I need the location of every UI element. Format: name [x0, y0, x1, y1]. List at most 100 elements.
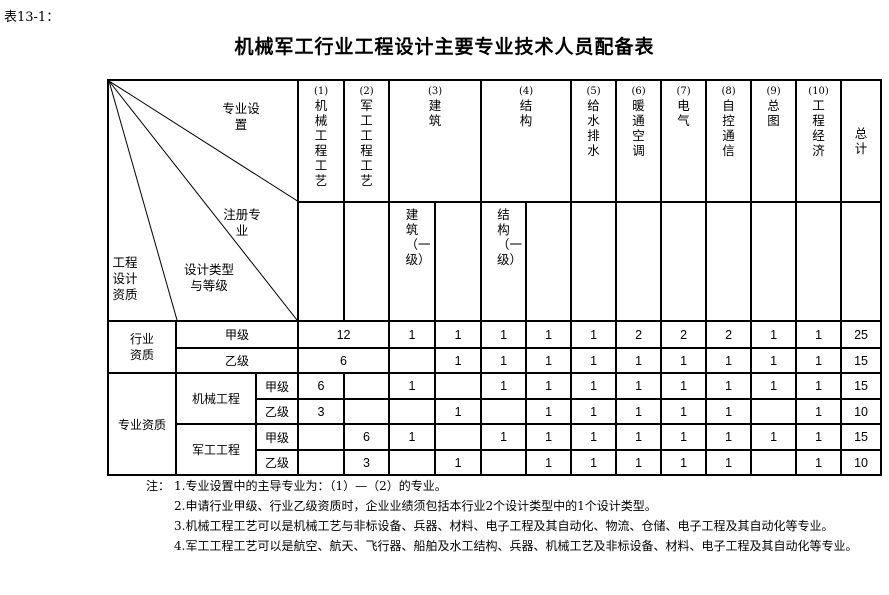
value-cell: 1 — [750, 372, 798, 400]
value-cell — [388, 449, 437, 476]
value-cell: 1 — [525, 398, 573, 425]
column-index: (9) — [766, 86, 781, 97]
column-index: (3) — [427, 86, 443, 97]
value-cell: 2 — [615, 320, 663, 349]
diagonal-header-cell: 专业设置 注册专业 设计类型与等级 工程设计资质 — [106, 79, 300, 322]
sub-column-header — [795, 201, 843, 322]
value-cell: 1 — [615, 449, 663, 476]
grade-label: 乙级 — [174, 347, 300, 374]
column-label: 总图 — [767, 98, 780, 128]
total-label: 总计 — [854, 126, 868, 156]
total-sub-header — [840, 201, 883, 322]
value-cell: 6 — [297, 347, 391, 374]
column-label: 结构 — [519, 98, 533, 128]
column-index: (8) — [721, 86, 736, 97]
value-cell: 1 — [750, 347, 798, 374]
sub-column-header — [750, 201, 798, 322]
table-row: 专业资质 机械工程 甲级 6 1 1 1 1 1 1 1 1 1 15 — [107, 372, 883, 476]
note-text: 4.军工工程工艺可以是航空、航天、飞行器、船舶及水工结构、兵器、机械工艺及非标设… — [174, 539, 858, 553]
value-cell — [343, 372, 391, 400]
notes-prefix: 注： — [146, 479, 171, 493]
value-cell — [434, 423, 483, 451]
sub-column-header: 建筑（一级） — [388, 201, 437, 322]
value-cell: 1 — [615, 398, 663, 425]
note-text: 1.专业设置中的主导专业为：（1）—（2）的专业。 — [174, 479, 447, 493]
value-cell: 1 — [388, 320, 437, 349]
value-cell: 1 — [795, 347, 843, 374]
value-cell: 1 — [795, 398, 843, 425]
grade-label: 乙级 — [254, 449, 300, 476]
column-header: (6) 暖通空调 — [615, 79, 663, 203]
value-cell: 1 — [570, 372, 618, 400]
table-row: 乙级 3 1 1 1 1 1 1 1 10 — [108, 398, 883, 425]
column-index: (10) — [808, 86, 829, 97]
total-cell: 15 — [840, 347, 883, 374]
value-cell — [388, 398, 437, 425]
value-cell: 1 — [750, 320, 798, 349]
staffing-table: 专业设置 注册专业 设计类型与等级 工程设计资质 (1) 机械工程工艺 (2) 军工工… — [106, 79, 883, 476]
column-index: (2) — [359, 86, 374, 97]
value-cell: 1 — [434, 347, 483, 374]
group-label: 机械工程 — [175, 372, 257, 425]
group-label: 军工工程 — [175, 423, 257, 476]
value-cell — [750, 398, 798, 425]
value-cell: 1 — [615, 372, 663, 400]
value-cell — [480, 398, 528, 425]
value-cell: 1 — [525, 372, 573, 400]
value-cell: 1 — [660, 398, 708, 425]
column-header: (3) 建筑 — [388, 79, 483, 203]
value-cell: 1 — [660, 449, 708, 476]
value-cell: 1 — [795, 449, 843, 476]
qualification-label: 工程设计资质 — [112, 255, 138, 302]
column-header: (1) 机械工程工艺 — [297, 79, 346, 203]
value-cell: 1 — [570, 398, 618, 425]
value-cell: 6 — [297, 372, 346, 400]
value-cell: 1 — [525, 320, 573, 349]
note-text: 2.申请行业甲级、行业乙级资质时，企业业绩须包括本行业2个设计类型中的1个设计类… — [174, 499, 657, 513]
value-cell: 1 — [705, 398, 753, 425]
registered-specialty-label: 注册专业 — [223, 207, 261, 238]
design-type-grade-label: 设计类型与等级 — [183, 262, 234, 293]
value-cell — [297, 449, 346, 476]
column-label: 工程经济 — [812, 98, 825, 158]
grade-label: 甲级 — [254, 423, 300, 451]
value-cell: 1 — [660, 423, 708, 451]
value-cell: 1 — [795, 320, 843, 349]
value-cell: 1 — [570, 320, 618, 349]
value-cell: 2 — [705, 320, 753, 349]
sub-column-header — [297, 201, 346, 322]
column-index: (7) — [676, 86, 691, 97]
specialty-qualification-label: 专业资质 — [107, 372, 177, 476]
total-cell: 10 — [840, 398, 883, 425]
grade-label: 乙级 — [254, 398, 300, 425]
sub-column-label: 结构（一级） — [497, 207, 523, 267]
table-caption: 表13-1： — [4, 10, 60, 25]
column-index: (5) — [586, 86, 601, 97]
value-cell: 1 — [434, 449, 483, 476]
value-cell: 1 — [525, 423, 573, 451]
sub-column-header — [343, 201, 391, 322]
value-cell: 1 — [750, 423, 798, 451]
value-cell: 1 — [795, 372, 843, 400]
value-cell: 1 — [480, 372, 528, 400]
value-cell: 1 — [480, 423, 528, 451]
diagonal-lines — [109, 81, 299, 320]
page-title: 机械军工行业工程设计主要专业技术人员配备表 — [234, 36, 655, 58]
note-item: 3.机械工程工艺可以是机械工艺与非标设备、兵器、材料、电子工程及其自动化、物流、… — [146, 516, 886, 536]
column-index: (6) — [631, 86, 646, 97]
column-header: (2) 军工工程工艺 — [343, 79, 391, 203]
value-cell: 1 — [434, 398, 483, 425]
column-label: 军工工程工艺 — [360, 98, 373, 188]
value-cell: 1 — [388, 423, 437, 451]
value-cell: 1 — [615, 423, 663, 451]
value-cell — [480, 449, 528, 476]
value-cell: 1 — [660, 372, 708, 400]
column-header: (7) 电气 — [660, 79, 708, 203]
column-index: (4) — [518, 86, 534, 97]
value-cell — [343, 398, 391, 425]
value-cell: 1 — [570, 347, 618, 374]
column-label: 电气 — [677, 98, 690, 128]
total-header: 总计 — [840, 79, 883, 203]
table-row: 乙级 3 1 1 1 1 1 1 1 10 — [108, 449, 883, 476]
value-cell: 1 — [525, 449, 573, 476]
